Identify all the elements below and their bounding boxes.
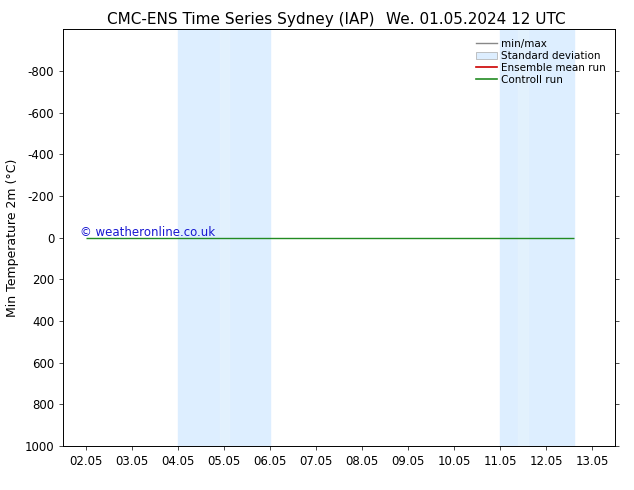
Text: We. 01.05.2024 12 UTC: We. 01.05.2024 12 UTC (385, 12, 566, 27)
Text: © weatheronline.co.uk: © weatheronline.co.uk (80, 226, 215, 240)
Y-axis label: Min Temperature 2m (°C): Min Temperature 2m (°C) (6, 158, 19, 317)
Legend: min/max, Standard deviation, Ensemble mean run, Controll run: min/max, Standard deviation, Ensemble me… (472, 35, 610, 89)
Text: CMC-ENS Time Series Sydney (IAP): CMC-ENS Time Series Sydney (IAP) (107, 12, 375, 27)
Bar (500, 29, 574, 446)
Bar (178, 29, 270, 446)
Bar (220, 29, 229, 446)
Bar (519, 29, 527, 446)
